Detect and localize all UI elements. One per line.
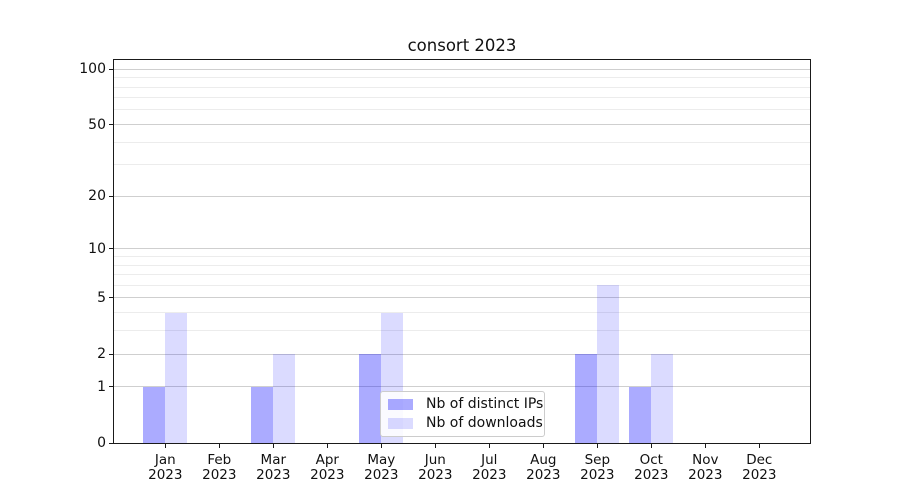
x-tick-label: Nov 2023 [688,452,723,483]
y-tick-mark [109,68,114,70]
y-gridline-minor [114,97,810,99]
y-tick-mark [109,386,114,388]
x-tick-label: Dec 2023 [742,452,777,483]
x-tick-mark [434,444,436,448]
y-tick-mark [109,195,114,197]
x-tick-mark [326,444,328,448]
y-gridline-minor [114,274,810,275]
x-tick-mark [758,444,760,448]
y-tick-label: 10 [88,240,106,257]
legend-label-distinct-ips: Nb of distinct IPs [426,396,544,413]
y-gridline-minor [114,86,810,88]
y-tick-mark [109,297,114,299]
x-tick-label: Oct 2023 [634,452,669,483]
y-tick-mark [109,442,114,444]
y-tick-label: 20 [88,188,106,205]
bar [629,386,652,443]
x-tick-mark [272,444,274,448]
y-tick-label: 2 [97,346,106,362]
y-gridline-major [114,124,810,125]
x-tick-mark [596,444,598,448]
y-gridline-major [114,297,810,299]
y-gridline-minor [114,264,810,266]
x-tick-label: Feb 2023 [202,452,237,483]
y-gridline-minor [114,141,810,143]
legend: Nb of distinct IPs Nb of downloads [380,391,545,437]
bar [575,354,598,443]
y-tick-label: 50 [88,116,106,133]
x-tick-mark [650,444,652,448]
bar [359,354,382,443]
x-tick-label: Apr 2023 [310,452,345,483]
y-tick-label: 5 [97,289,106,306]
bar [597,285,620,443]
x-tick-mark [164,444,166,448]
x-tick-label: Jul 2023 [472,452,507,483]
bar [651,354,674,443]
y-gridline-minor [114,77,810,78]
legend-swatch-downloads [388,417,413,429]
x-tick-label: Jun 2023 [418,452,453,483]
y-gridline-minor [114,256,810,257]
y-tick-label: 1 [97,378,106,395]
x-tick-label: Mar 2023 [256,452,291,483]
y-tick-mark [109,353,114,355]
y-tick-mark [109,248,114,250]
y-gridline-minor [114,109,810,111]
y-gridline-minor [114,312,810,314]
legend-item-distinct-ips: Nb of distinct IPs [388,396,543,413]
x-tick-label: May 2023 [364,452,399,483]
x-tick-label: Sep 2023 [580,452,615,483]
legend-item-downloads: Nb of downloads [388,415,543,432]
y-gridline-minor [114,330,810,332]
legend-swatch-distinct-ips [388,399,413,411]
y-gridline-major [114,68,810,70]
y-gridline-major [114,248,810,250]
y-gridline-major [114,386,810,388]
y-tick-label: 0 [97,435,106,451]
chart-title: consort 2023 [407,36,517,55]
x-tick-mark [542,444,544,448]
bar [165,312,188,443]
y-gridline-major [114,353,810,355]
y-gridline-minor [114,164,810,166]
x-tick-mark [218,444,220,448]
x-tick-mark [488,444,490,448]
plot-frame [113,59,811,444]
x-tick-label: Jan 2023 [148,452,183,483]
bar [251,386,274,443]
bar [143,386,166,443]
x-tick-label: Aug 2023 [526,452,561,483]
x-tick-mark [704,444,706,448]
legend-label-downloads: Nb of downloads [426,414,543,431]
y-tick-label: 100 [79,61,106,78]
y-tick-mark [109,124,114,125]
x-tick-mark [380,444,382,448]
bar [273,354,296,443]
y-gridline-minor [114,284,810,286]
y-gridline-major [114,195,810,197]
